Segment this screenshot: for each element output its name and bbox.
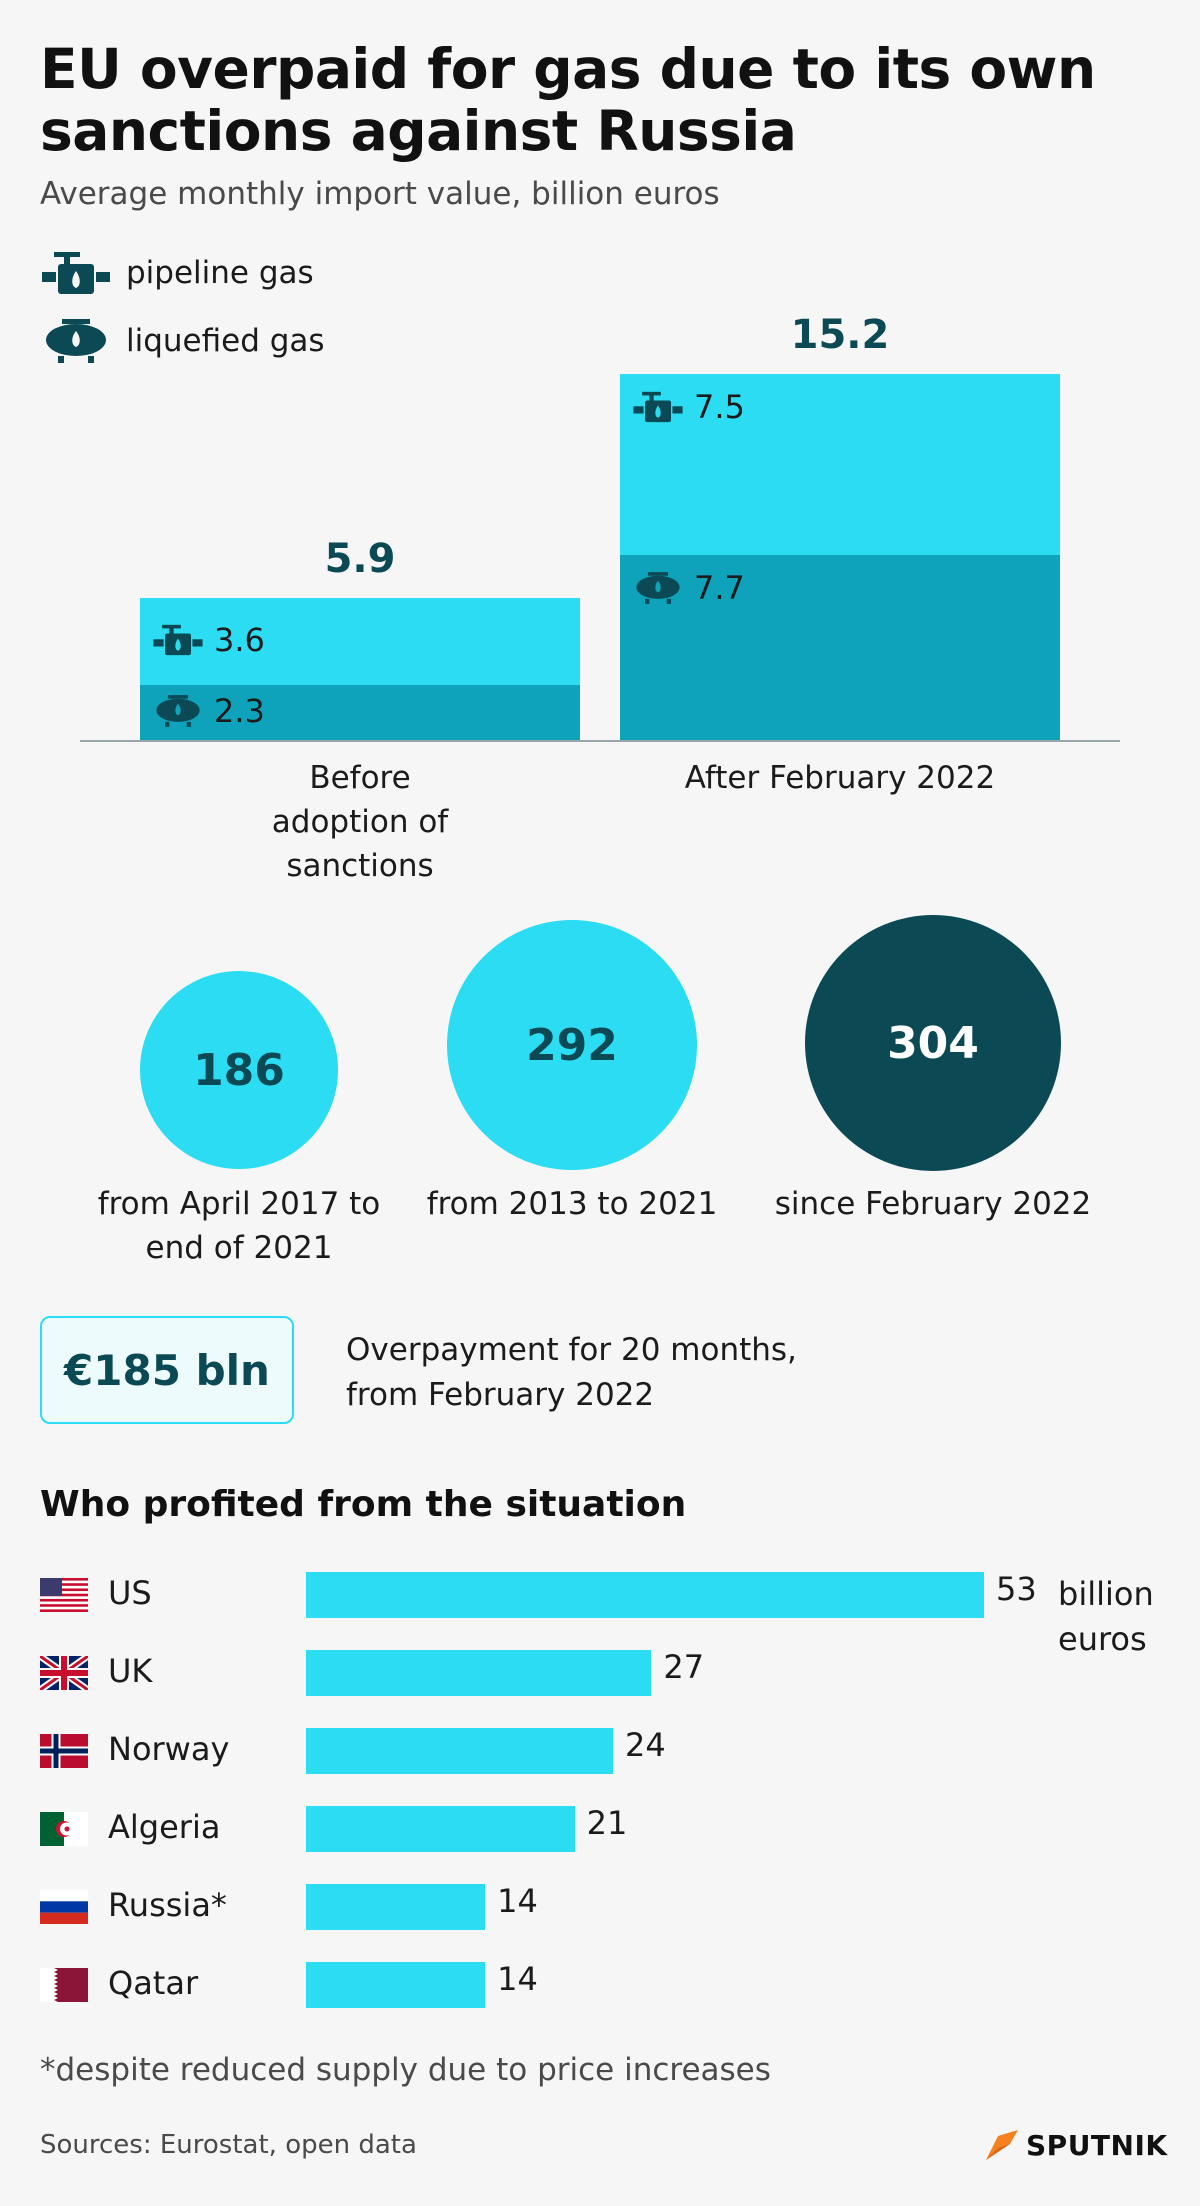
circle-label-line: since February 2022 [774, 1186, 1092, 1222]
data-label-pipeline-value: 7.5 [694, 388, 745, 426]
title-line-1: EU overpaid for gas due to its own [40, 37, 1096, 101]
circle-label-line: end of 2021 [145, 1230, 333, 1266]
legend-liquefied: liquefied gas [40, 318, 325, 364]
country-value: 53 [996, 1570, 1037, 1608]
country-value: 14 [497, 1882, 538, 1920]
country-label: UK [108, 1652, 153, 1690]
circle-value: 186 [193, 1044, 285, 1096]
unit-line-2: euros [1058, 1620, 1147, 1658]
data-label-liquefied-value: 2.3 [214, 692, 265, 731]
country-bar [306, 1728, 614, 1774]
country-label: Norway [108, 1730, 230, 1768]
bar-total-label: 15.2 [790, 312, 890, 358]
unit-line-1: billion [1058, 1575, 1154, 1613]
value-circle: 292 [447, 920, 697, 1170]
category-label-line: Before [309, 760, 411, 796]
circle-value: 304 [887, 1017, 979, 1069]
circle-label: from 2013 to 2021 [402, 1182, 742, 1226]
overpayment-text-line-1: Overpayment for 20 months, [346, 1332, 797, 1368]
category-label-line: adoption of [271, 804, 449, 840]
category-label-line: sanctions [286, 848, 434, 884]
sputnik-logo-text: SPUTNIK [1026, 2128, 1168, 2162]
data-label-liquefied: 7.7 [632, 569, 745, 607]
norway-flag-icon [40, 1734, 88, 1768]
category-label: Before adoption of sanctions [100, 756, 620, 888]
circle-label: from April 2017 to end of 2021 [69, 1182, 409, 1270]
data-label-pipeline: 7.5 [632, 388, 745, 426]
stacked-bar-chart: 2.3 3.6 5.9 Before adoption of sanctions 7.7 7.… [0, 0, 1200, 900]
data-label-liquefied: 2.3 [152, 692, 265, 730]
value-circle: 186 [140, 971, 338, 1169]
circle-label: since February 2022 [763, 1182, 1103, 1226]
country-bar [306, 1650, 652, 1696]
category-label: After February 2022 [580, 756, 1100, 800]
overpayment-text: Overpayment for 20 months, from February… [346, 1328, 797, 1418]
liquefied-gas-icon [46, 319, 106, 363]
overpayment-value: €185 bln [64, 1345, 270, 1395]
pipeline-gas-icon [42, 252, 110, 294]
unit-label: billion euros [1058, 1572, 1154, 1662]
category-label-line: After February 2022 [684, 760, 996, 796]
data-label-pipeline: 3.6 [152, 621, 265, 659]
bar-segment-liquefied [620, 554, 1060, 740]
circle-value: 292 [526, 1019, 618, 1071]
pipeline-gas-icon [633, 391, 683, 423]
title-line-2: sanctions against Russia [40, 99, 797, 163]
qatar-flag-icon [40, 1968, 88, 2002]
country-label: Russia* [108, 1886, 227, 1924]
legend-liquefied-label: liquefied gas [126, 323, 325, 359]
sputnik-logo-icon [986, 2130, 1018, 2160]
country-bar [306, 1962, 486, 2008]
country-value: 24 [625, 1726, 666, 1764]
value-circle: 304 [805, 915, 1061, 1171]
bar-segment-pipeline [140, 597, 580, 685]
legend-pipeline-label: pipeline gas [126, 255, 314, 291]
country-label: Algeria [108, 1808, 221, 1846]
country-value: 14 [497, 1960, 538, 1998]
circle-label-line: from April 2017 to [97, 1186, 381, 1222]
subtitle: Average monthly import value, billion eu… [40, 176, 720, 212]
footnote: *despite reduced supply due to price inc… [40, 2052, 771, 2088]
country-value: 27 [663, 1648, 705, 1686]
chart-baseline [80, 740, 1120, 742]
legend-pipeline: pipeline gas [40, 250, 314, 296]
bar-segment-liquefied [140, 684, 580, 740]
us-flag-icon [40, 1578, 88, 1612]
overpayment-value-box: €185 bln [40, 1316, 294, 1424]
page-title: EU overpaid for gas due to its own sanct… [40, 38, 1160, 162]
liquefied-gas-icon [156, 695, 200, 728]
country-bar [306, 1806, 575, 1852]
profit-chart-title: Who profited from the situation [40, 1484, 687, 1525]
country-label: Qatar [108, 1964, 199, 2002]
data-label-liquefied-value: 7.7 [694, 568, 745, 607]
uk-flag-icon [37, 1653, 91, 1693]
data-label-pipeline-value: 3.6 [214, 621, 265, 660]
country-bar [306, 1572, 984, 1618]
country-value: 21 [586, 1804, 628, 1842]
russia-flag-icon [40, 1890, 88, 1924]
algeria-flag-icon [40, 1812, 88, 1846]
country-label: US [108, 1574, 152, 1612]
bar-segment-pipeline [620, 374, 1060, 555]
circle-label-line: from 2013 to 2021 [426, 1186, 718, 1222]
overpayment-text-line-2: from February 2022 [346, 1377, 655, 1413]
liquefied-gas-icon [636, 571, 680, 604]
source-note: Sources: Eurostat, open data [40, 2130, 417, 2160]
bar-total-label: 5.9 [324, 535, 396, 582]
pipeline-gas-icon [153, 625, 203, 656]
sputnik-logo: SPUTNIK [984, 2128, 1168, 2162]
country-bar [306, 1884, 486, 1930]
